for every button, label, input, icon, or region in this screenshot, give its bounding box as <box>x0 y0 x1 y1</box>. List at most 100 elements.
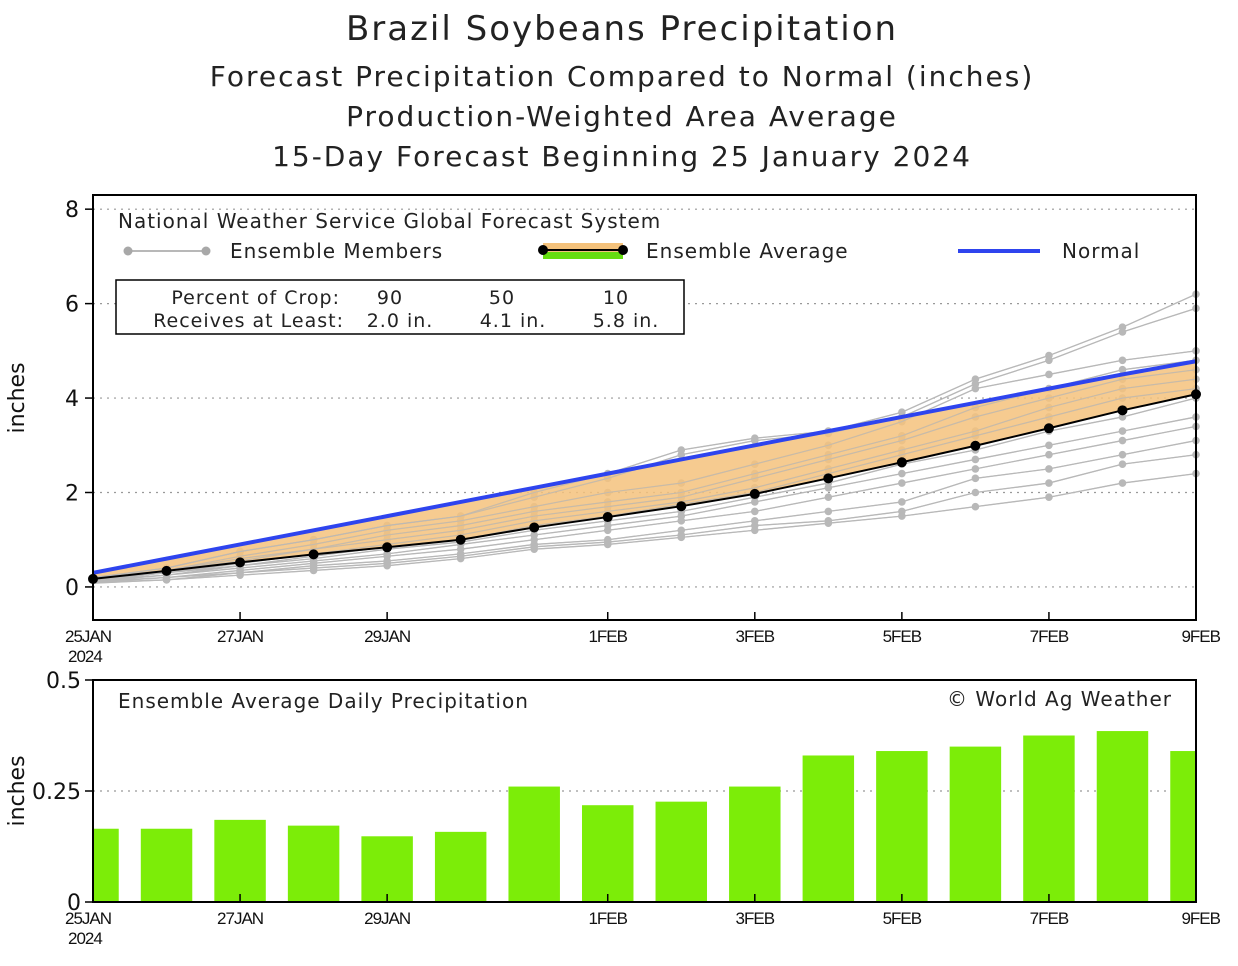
member-line-overlay <box>92 350 1197 579</box>
chart-subtitle-3: 15-Day Forecast Beginning 25 January 202… <box>272 140 972 173</box>
average-point <box>676 501 687 512</box>
top-x-tick-label: 9FEB <box>1181 627 1220 646</box>
top-plot-frame <box>92 194 1197 621</box>
top-x-axis: 25JAN 27JAN 29JAN 1FEB 3FEB 5FEB 7FEB 9FEB 2024 <box>65 612 1222 666</box>
average-point <box>308 549 319 560</box>
bottom-x-tick-label: 9FEB <box>1181 909 1220 928</box>
average-point <box>823 473 834 484</box>
crop-row1-label: Percent of Crop: <box>171 287 340 309</box>
member-line-overlay <box>92 454 1197 583</box>
top-x-tick-label: 3FEB <box>736 627 775 646</box>
legend-normal-label: Normal <box>1062 239 1140 263</box>
chart-subtitle-1: Forecast Precipitation Compared to Norma… <box>210 60 1035 93</box>
legend-normal: Normal <box>958 239 1140 263</box>
ensemble-average-points <box>88 389 1201 584</box>
top-y-tick-label: 4 <box>65 387 79 412</box>
top-x-year-label: 2024 <box>68 647 102 666</box>
member-line-overlay <box>92 425 1197 582</box>
crop-amount-10: 5.8 in. <box>593 310 660 332</box>
top-x-tick-label: 27JAN <box>217 627 263 646</box>
bottom-x-tick-label: 25JAN <box>65 909 111 928</box>
bottom-x-tick-label: 3FEB <box>736 909 775 928</box>
top-y-tick-label: 0 <box>65 576 79 601</box>
ensemble-average-line <box>92 393 1197 580</box>
legend-members-label: Ensemble Members <box>230 239 443 263</box>
average-point <box>1043 423 1054 434</box>
daily-bars <box>93 731 1196 902</box>
member-line-overlay <box>92 359 1197 579</box>
average-point <box>970 440 981 451</box>
bottom-x-year-label: 2024 <box>68 929 102 948</box>
crop-percent-10: 10 <box>603 287 629 309</box>
bottom-x-tick-label: 1FEB <box>588 909 627 928</box>
daily-bar <box>140 828 193 902</box>
member-line-overlay <box>92 307 1197 579</box>
member-line <box>92 307 1197 579</box>
legend-average-orange <box>543 243 623 252</box>
legend-average-label: Ensemble Average <box>646 239 849 263</box>
normal-line <box>92 359 1197 575</box>
top-x-tick-label: 29JAN <box>364 627 410 646</box>
average-point <box>455 534 466 545</box>
top-y-tick-label: 6 <box>65 293 79 318</box>
legend-average: Ensemble Average <box>538 239 849 263</box>
bottom-y-axis: 0 0.25 0.5 <box>32 669 93 916</box>
crop-percent-50: 50 <box>489 287 515 309</box>
crop-box-frame <box>115 279 685 335</box>
ensemble-band <box>93 361 1196 579</box>
top-x-tick-label: 5FEB <box>883 627 922 646</box>
average-point <box>1117 405 1128 416</box>
daily-bar <box>949 746 1002 902</box>
bottom-x-tick-label: 7FEB <box>1030 909 1069 928</box>
daily-bar <box>93 828 119 902</box>
member-line-overlay <box>92 397 1197 581</box>
bottom-x-axis: 25JAN 27JAN 29JAN 1FEB 3FEB 5FEB 7FEB 9FEB 2024 <box>65 894 1222 948</box>
daily-bar <box>1170 751 1196 902</box>
daily-bar <box>287 825 340 902</box>
legend-members-dot-right <box>201 246 211 256</box>
daily-bar <box>508 786 560 902</box>
daily-bar <box>876 751 928 902</box>
daily-bar <box>1096 731 1149 902</box>
daily-bar <box>214 819 266 902</box>
average-point <box>382 542 393 553</box>
bottom-y-tick-label: 0.5 <box>46 669 81 694</box>
model-name: National Weather Service Global Forecast… <box>118 209 661 233</box>
daily-precip-panel: 0 0.25 0.5 25JAN 27JAN 29JAN 1FEB 3FEB 5FEB 7FEB… <box>5 669 1222 948</box>
top-x-tick-label: 1FEB <box>588 627 627 646</box>
member-line-overlay <box>92 416 1197 582</box>
top-y-tick-label: 8 <box>65 198 79 223</box>
average-point <box>161 565 172 576</box>
daily-bar <box>581 805 634 902</box>
daily-bar <box>802 755 855 902</box>
bottom-panel-title: Ensemble Average Daily Precipitation <box>118 689 529 713</box>
chart-title: Brazil Soybeans Precipitation <box>346 9 898 49</box>
forecast-panel: 0 2 4 6 8 25JAN 27JAN 29JAN 1FEB 3FEB 5FEB 7FEB 9FE… <box>5 194 1222 666</box>
bottom-x-tick-label: 5FEB <box>883 909 922 928</box>
daily-bar <box>434 831 487 902</box>
average-point <box>529 522 540 533</box>
credit-label: © World Ag Weather <box>947 687 1172 711</box>
bottom-y-tick-label: 0 <box>67 891 81 916</box>
member-line-overlay <box>92 440 1197 583</box>
legend-average-green <box>543 252 623 259</box>
crop-percent-box: Percent of Crop: Receives at Least: 90 5… <box>115 279 685 335</box>
bottom-x-tick-label: 27JAN <box>217 909 263 928</box>
average-point <box>602 512 613 523</box>
legend-members-dot-left <box>123 246 133 256</box>
bottom-y-label: inches <box>5 755 30 826</box>
top-y-tick-label: 2 <box>65 482 79 507</box>
top-y-axis: 0 2 4 6 8 <box>65 198 93 601</box>
top-y-label: inches <box>5 362 30 433</box>
legend-average-dot-left <box>538 245 548 255</box>
legend-average-dot-right <box>618 245 628 255</box>
crop-amount-90: 2.0 in. <box>367 310 434 332</box>
crop-percent-90: 90 <box>377 287 403 309</box>
daily-bar <box>655 801 708 902</box>
member-line-overlay <box>92 473 1197 584</box>
crop-amount-50: 4.1 in. <box>480 310 547 332</box>
daily-bar <box>1023 735 1075 902</box>
daily-bar <box>361 836 413 902</box>
average-point <box>749 488 760 499</box>
